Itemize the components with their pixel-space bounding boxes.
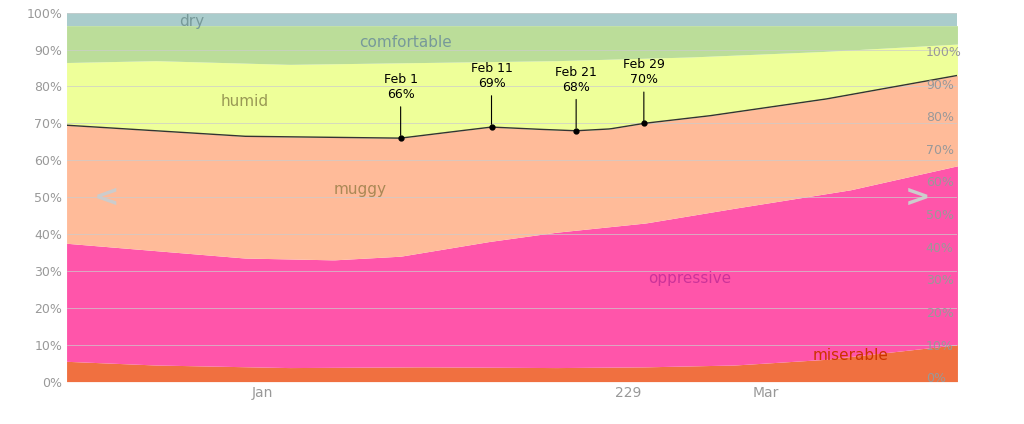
Text: Feb 11
69%: Feb 11 69% xyxy=(485,92,527,149)
Text: Feb 1
66%: Feb 1 66% xyxy=(409,101,442,159)
Text: oppressive: oppressive xyxy=(642,279,725,293)
Text: comfortable: comfortable xyxy=(383,70,476,84)
Text: <: < xyxy=(151,200,176,229)
Text: muggy: muggy xyxy=(364,200,417,215)
Text: dry: dry xyxy=(226,52,252,67)
Text: Feb 21
68%: Feb 21 68% xyxy=(561,95,603,153)
Text: humid: humid xyxy=(263,122,310,137)
Text: Feb 29
70%: Feb 29 70% xyxy=(622,88,664,146)
Text: miserable: miserable xyxy=(788,347,864,362)
Text: >: > xyxy=(873,200,899,229)
